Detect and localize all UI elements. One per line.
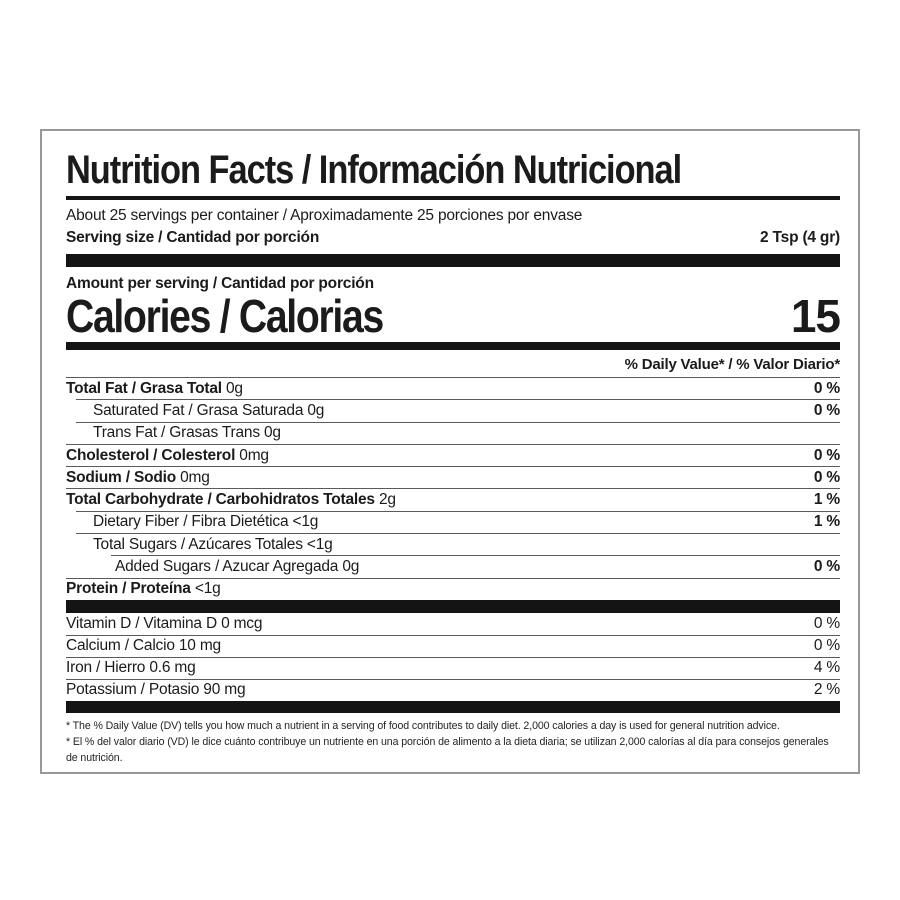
nutrient-dv: 0 % (813, 401, 840, 419)
nutrient-name: Sodium / Sodio 0mg (66, 468, 210, 486)
nutrient-amount: 0g (226, 379, 243, 397)
nutrient-amount: <1g (306, 535, 333, 553)
nutrient-row-protein: Protein / Proteína <1g (66, 577, 840, 600)
vitamin-dv: 0 % (813, 637, 840, 655)
footnote-english: * The % Daily Value (DV) tells you how m… (66, 719, 780, 732)
vitamin-amount: 0.6 mg (149, 659, 196, 677)
footnote-spanish: * El % del valor diario (VD) le dice cuá… (66, 735, 829, 764)
title-rule (66, 196, 840, 200)
vitamin-name: Potassium / Potasio 90 mg (66, 681, 246, 699)
calories-row: Calories / Calorias 15 (66, 290, 841, 343)
nutrient-row-dietary-fiber: Dietary Fiber / Fibra Dietética <1g 1 % (76, 510, 840, 533)
nutrient-amount: 0g (342, 558, 360, 576)
vitamin-name: Calcium / Calcio 10 mg (66, 637, 221, 655)
nutrient-dv: 0 % (813, 379, 840, 397)
thick-divider-bar (66, 254, 840, 267)
nutrient-name: Added Sugars / Azucar Agregada 0g (115, 558, 360, 576)
thick-divider-bar (66, 599, 840, 613)
vitamin-amount: 0 mcg (221, 614, 263, 632)
nutrient-amount: 0mg (180, 468, 210, 486)
nutrient-row-saturated-fat: Saturated Fat / Grasa Saturada 0g 0 % (76, 399, 840, 421)
vitamin-row-calcium: Calcium / Calcio 10 mg 0 % (66, 634, 840, 657)
serving-size-label: Serving size / Cantidad por porción (66, 229, 320, 246)
nutrient-dv: 0 % (813, 558, 840, 576)
thick-divider-bar (66, 700, 840, 713)
vitamin-row-vitamin-d: Vitamin D / Vitamina D 0 mcg 0 % (66, 613, 840, 635)
nutrient-row-added-sugars: Added Sugars / Azucar Agregada 0g 0 % (111, 555, 840, 577)
vitamin-row-iron: Iron / Hierro 0.6 mg 4 % (66, 656, 840, 679)
vitamin-amount: 10 mg (178, 637, 221, 655)
medium-divider-bar (66, 342, 840, 350)
nutrient-name: Dietary Fiber / Fibra Dietética <1g (93, 513, 319, 531)
nutrient-name: Total Carbohydrate / Carbohidratos Total… (66, 491, 396, 509)
nutrient-dv: 0 % (813, 446, 840, 464)
vitamin-dv: 4 % (813, 659, 840, 677)
serving-size-row: Serving size / Cantidad por porción 2 Ts… (66, 229, 840, 247)
label-title: Nutrition Facts / Información Nutriciona… (66, 148, 682, 192)
nutrient-dv: 1 % (813, 513, 840, 531)
nutrient-amount: 0g (264, 424, 281, 442)
nutrient-name: Trans Fat / Grasas Trans 0g (93, 424, 281, 442)
nutrient-amount: <1g (292, 513, 319, 531)
nutrient-name: Total Fat / Grasa Total 0g (66, 379, 243, 397)
nutrient-row-trans-fat: Trans Fat / Grasas Trans 0g (76, 421, 840, 444)
vitamin-amount: 90 mg (203, 681, 246, 699)
serving-size-value: 2 Tsp (4 gr) (760, 229, 840, 246)
nutrient-row-total-carbohydrate: Total Carbohydrate / Carbohidratos Total… (66, 488, 840, 510)
vitamin-row-potassium: Potassium / Potasio 90 mg 2 % (66, 678, 840, 701)
nutrition-facts-label: Nutrition Facts / Información Nutriciona… (40, 129, 860, 774)
nutrient-name: Protein / Proteína <1g (66, 580, 221, 598)
nutrient-amount: 0mg (239, 446, 269, 464)
footnote: * The % Daily Value (DV) tells you how m… (66, 719, 840, 767)
nutrient-row-cholesterol: Cholesterol / Colesterol 0mg 0 % (66, 443, 840, 466)
nutrient-dv: 0 % (813, 468, 840, 486)
nutrient-row-sodium: Sodium / Sodio 0mg 0 % (66, 466, 840, 488)
daily-value-header: % Daily Value* / % Valor Diario* (624, 356, 841, 373)
vitamin-name: Vitamin D / Vitamina D 0 mcg (66, 614, 263, 632)
amount-per-serving-label: Amount per serving / Cantidad por porció… (66, 275, 374, 292)
nutrient-name: Saturated Fat / Grasa Saturada 0g (93, 401, 325, 419)
nutrient-amount: 2g (378, 491, 396, 509)
vitamin-dv: 0 % (813, 614, 840, 632)
servings-per-container: About 25 servings per container / Aproxi… (66, 207, 583, 224)
nutrient-name: Total Sugars / Azúcares Totales <1g (93, 535, 333, 553)
nutrient-name: Cholesterol / Colesterol 0mg (66, 446, 269, 464)
nutrient-dv: 1 % (813, 491, 840, 509)
calories-label: Calories / Calorias (66, 290, 384, 342)
nutrient-row-total-fat: Total Fat / Grasa Total 0g 0 % (66, 377, 840, 399)
nutrient-row-total-sugars: Total Sugars / Azúcares Totales <1g (76, 533, 840, 555)
nutrient-amount: <1g (194, 580, 221, 598)
nutrient-amount: 0g (307, 401, 325, 419)
vitamin-dv: 2 % (813, 681, 840, 699)
vitamin-name: Iron / Hierro 0.6 mg (66, 659, 196, 677)
calories-value: 15 (790, 290, 841, 343)
